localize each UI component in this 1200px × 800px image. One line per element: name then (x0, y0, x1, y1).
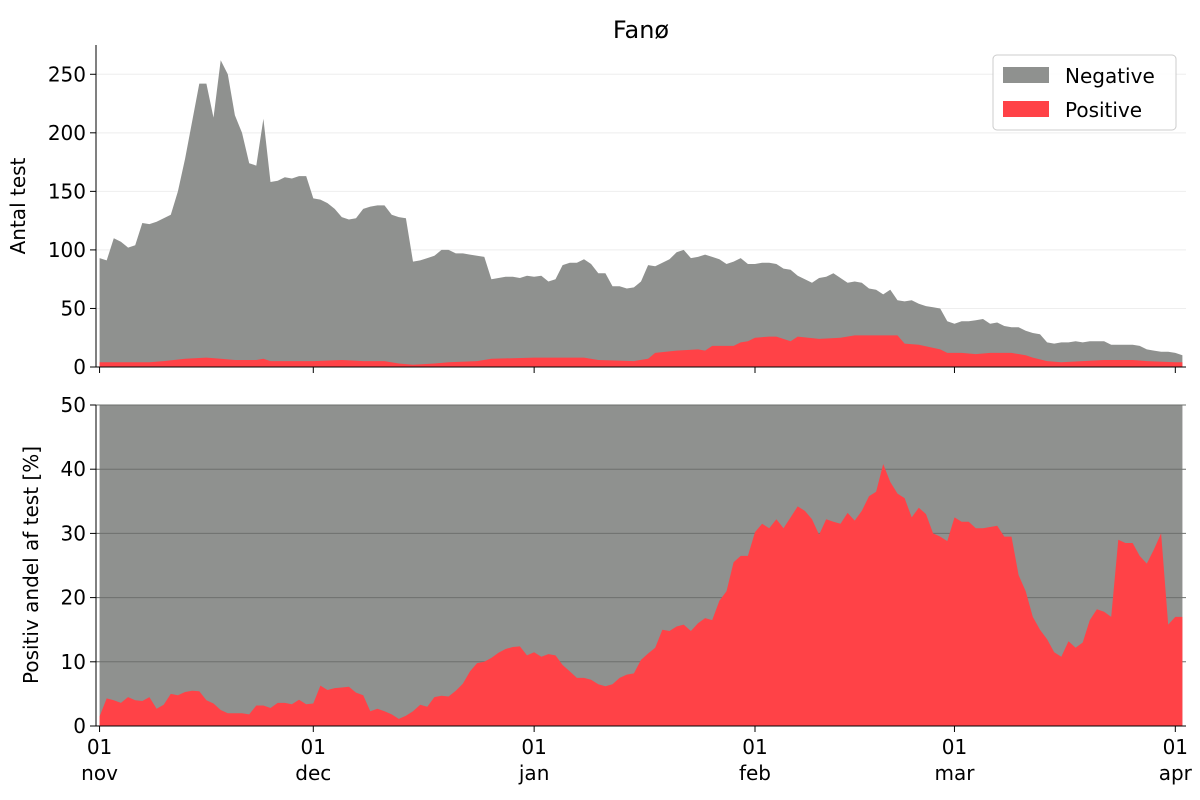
x-tick-label-month: apr (1159, 761, 1193, 785)
x-tick-label-day: 01 (521, 735, 546, 759)
y-tick-label: 50 (61, 393, 86, 417)
positive-area (99, 335, 1183, 367)
y-tick-label: 200 (48, 121, 86, 145)
y-tick-label: 20 (61, 586, 86, 610)
positive-share-area (99, 464, 1183, 726)
x-tick-label-day: 01 (942, 735, 967, 759)
legend-label-positive: Positive (1065, 98, 1142, 122)
y-tick-label: 100 (48, 238, 86, 262)
y-axis-label: Positiv andel af test [%] (19, 446, 43, 684)
x-tick-label-day: 01 (1163, 735, 1188, 759)
x-tick-label-day: 01 (742, 735, 767, 759)
y-axis-label: Antal test (6, 157, 30, 254)
x-tick-label-month: dec (295, 761, 331, 785)
legend: Negative Positive (992, 54, 1177, 131)
y-tick-label: 0 (73, 355, 86, 379)
top-panel-antal-test: 0 50 100 150 200 250 Antal test Negative Positiv… (6, 45, 1186, 379)
legend-swatch-negative (1003, 67, 1049, 83)
x-tick-label-month: jan (518, 761, 550, 785)
x-tick-label-month: nov (81, 761, 118, 785)
x-tick-label-day: 01 (87, 735, 112, 759)
legend-label-negative: Negative (1065, 64, 1155, 88)
y-tick-label: 10 (61, 650, 86, 674)
x-tick-label-month: feb (739, 761, 771, 785)
bottom-panel-positiv-andel: 0102030405001nov01dec01jan01feb01mar01ap… (19, 393, 1193, 785)
y-tick-label: 0 (73, 714, 86, 738)
legend-swatch-positive (1003, 101, 1049, 117)
negative-area (99, 60, 1183, 367)
y-tick-label: 30 (61, 521, 86, 545)
x-tick-label-month: mar (934, 761, 975, 785)
y-tick-label: 50 (61, 296, 86, 320)
x-tick-label-day: 01 (301, 735, 326, 759)
y-tick-label: 150 (48, 179, 86, 203)
y-tick-label: 40 (61, 457, 86, 481)
y-tick-label: 250 (48, 62, 86, 86)
chart-title: Fanø (613, 16, 669, 44)
